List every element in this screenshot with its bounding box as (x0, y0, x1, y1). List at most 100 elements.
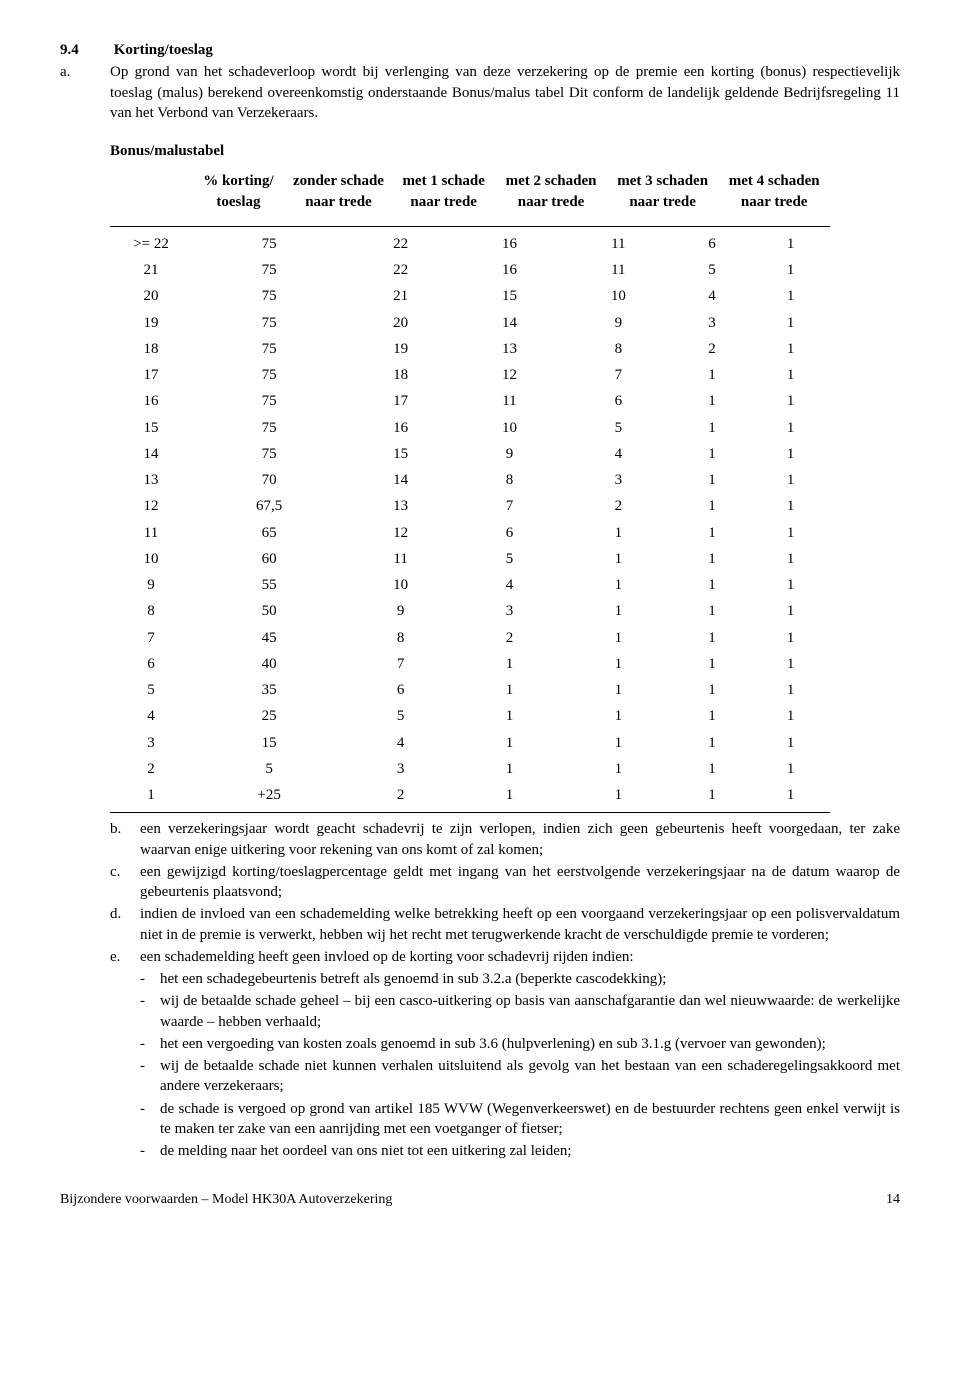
table-cell: 13 (110, 467, 192, 493)
table-cell: 1 (673, 467, 752, 493)
table-cell: 8 (564, 336, 673, 362)
bonusmalus-table-body: >= 2275221611612175221611512075211510411… (110, 231, 830, 809)
dash-icon: - (140, 969, 160, 989)
table-cell: 1 (751, 730, 830, 756)
table-cell: 2 (564, 493, 673, 519)
table-row: 31541111 (110, 730, 830, 756)
table-cell: 21 (346, 283, 455, 309)
table-cell: 3 (564, 467, 673, 493)
table-cell: 13 (346, 493, 455, 519)
note-e-subitem: -het een schadegebeurtenis betreft als g… (140, 969, 900, 989)
table-cell: 1 (564, 730, 673, 756)
table-cell: 15 (192, 730, 346, 756)
table-cell: 75 (192, 310, 346, 336)
table-cell: 21 (110, 257, 192, 283)
table-cell: 7 (110, 625, 192, 651)
table-cell: 16 (455, 231, 564, 257)
table-cell: 11 (564, 257, 673, 283)
table-cell: 14 (110, 441, 192, 467)
table-cell: 1 (673, 362, 752, 388)
table-cell: 75 (192, 231, 346, 257)
table-cell: 1 (751, 441, 830, 467)
table-cell: 15 (110, 415, 192, 441)
table-cell: 55 (192, 572, 346, 598)
table-cell: 1 (673, 546, 752, 572)
table-row: 1267,5137211 (110, 493, 830, 519)
table-row: 15751610511 (110, 415, 830, 441)
table-row: 1165126111 (110, 520, 830, 546)
table-cell: 9 (346, 598, 455, 624)
table-cell: 9 (564, 310, 673, 336)
table-cell: 1 (673, 441, 752, 467)
note-b-text: een verzekeringsjaar wordt geacht schade… (140, 819, 900, 860)
th-met3: met 3 schaden naar trede (607, 167, 719, 222)
table-cell: 25 (192, 703, 346, 729)
table-cell: 3 (110, 730, 192, 756)
table-cell: 40 (192, 651, 346, 677)
note-b-letter: b. (110, 819, 140, 860)
table-cell: 5 (673, 257, 752, 283)
table-cell: 75 (192, 388, 346, 414)
table-cell: 1 (751, 546, 830, 572)
table-cell: 12 (110, 493, 192, 519)
table-cell: 8 (110, 598, 192, 624)
table-cell: 10 (564, 283, 673, 309)
table-cell: 9 (110, 572, 192, 598)
table-cell: 1 (751, 257, 830, 283)
section-header: 9.4 Korting/toeslag (60, 40, 900, 60)
note-b: b. een verzekeringsjaar wordt geacht sch… (110, 819, 900, 860)
table-cell: 1 (673, 572, 752, 598)
table-cell: 22 (346, 257, 455, 283)
footer-page: 14 (886, 1191, 900, 1210)
table-cell: 1 (751, 572, 830, 598)
table-cell: 1 (673, 388, 752, 414)
bonusmalus-table: % korting/ toeslag zonder schade naar tr… (110, 167, 830, 222)
table-bottom-rule (110, 812, 830, 813)
page-footer: Bijzondere voorwaarden – Model HK30A Aut… (60, 1191, 900, 1210)
table-cell: 1 (673, 598, 752, 624)
table-cell: 1 (564, 677, 673, 703)
table-cell: 75 (192, 336, 346, 362)
dash-icon: - (140, 991, 160, 1032)
table-cell: 9 (455, 441, 564, 467)
table-row: 1+2521111 (110, 782, 830, 808)
note-c: c. een gewijzigd korting/toeslagpercenta… (110, 862, 900, 903)
table-cell: 4 (110, 703, 192, 729)
table-cell: 6 (110, 651, 192, 677)
table-row: 64071111 (110, 651, 830, 677)
table-cell: 2 (673, 336, 752, 362)
table-cell: 1 (564, 598, 673, 624)
para-a-text: Op grond van het schadeverloop wordt bij… (110, 62, 900, 123)
table-cell: +25 (192, 782, 346, 808)
note-e: e. een schademelding heeft geen invloed … (110, 947, 900, 967)
table-cell: 1 (673, 625, 752, 651)
table-cell: 6 (564, 388, 673, 414)
table-cell: 1 (751, 782, 830, 808)
table-cell: 10 (110, 546, 192, 572)
table-cell: 1 (455, 782, 564, 808)
table-cell: 7 (346, 651, 455, 677)
table-cell: 11 (564, 231, 673, 257)
note-d-text: indien de invloed van een schademelding … (140, 904, 900, 945)
table-row: 207521151041 (110, 283, 830, 309)
table-cell: 1 (673, 782, 752, 808)
table-cell: 75 (192, 441, 346, 467)
table-cell: 1 (751, 756, 830, 782)
table-cell: 75 (192, 283, 346, 309)
note-e-subitem: -de schade is vergoed op grond van artik… (140, 1099, 900, 1140)
table-cell: 15 (346, 441, 455, 467)
table-cell: 22 (346, 231, 455, 257)
table-cell: 5 (346, 703, 455, 729)
section-title: Korting/toeslag (114, 42, 213, 58)
table-cell: 16 (455, 257, 564, 283)
table-cell: 5 (455, 546, 564, 572)
table-cell: 11 (455, 388, 564, 414)
table-cell: 1 (673, 730, 752, 756)
table-row: 17751812711 (110, 362, 830, 388)
table-cell: 12 (455, 362, 564, 388)
table-cell: 11 (110, 520, 192, 546)
table-cell: 1 (673, 415, 752, 441)
note-e-subitem-text: het een schadegebeurtenis betreft als ge… (160, 969, 666, 989)
table-row: 18751913821 (110, 336, 830, 362)
table-cell: 1 (110, 782, 192, 808)
